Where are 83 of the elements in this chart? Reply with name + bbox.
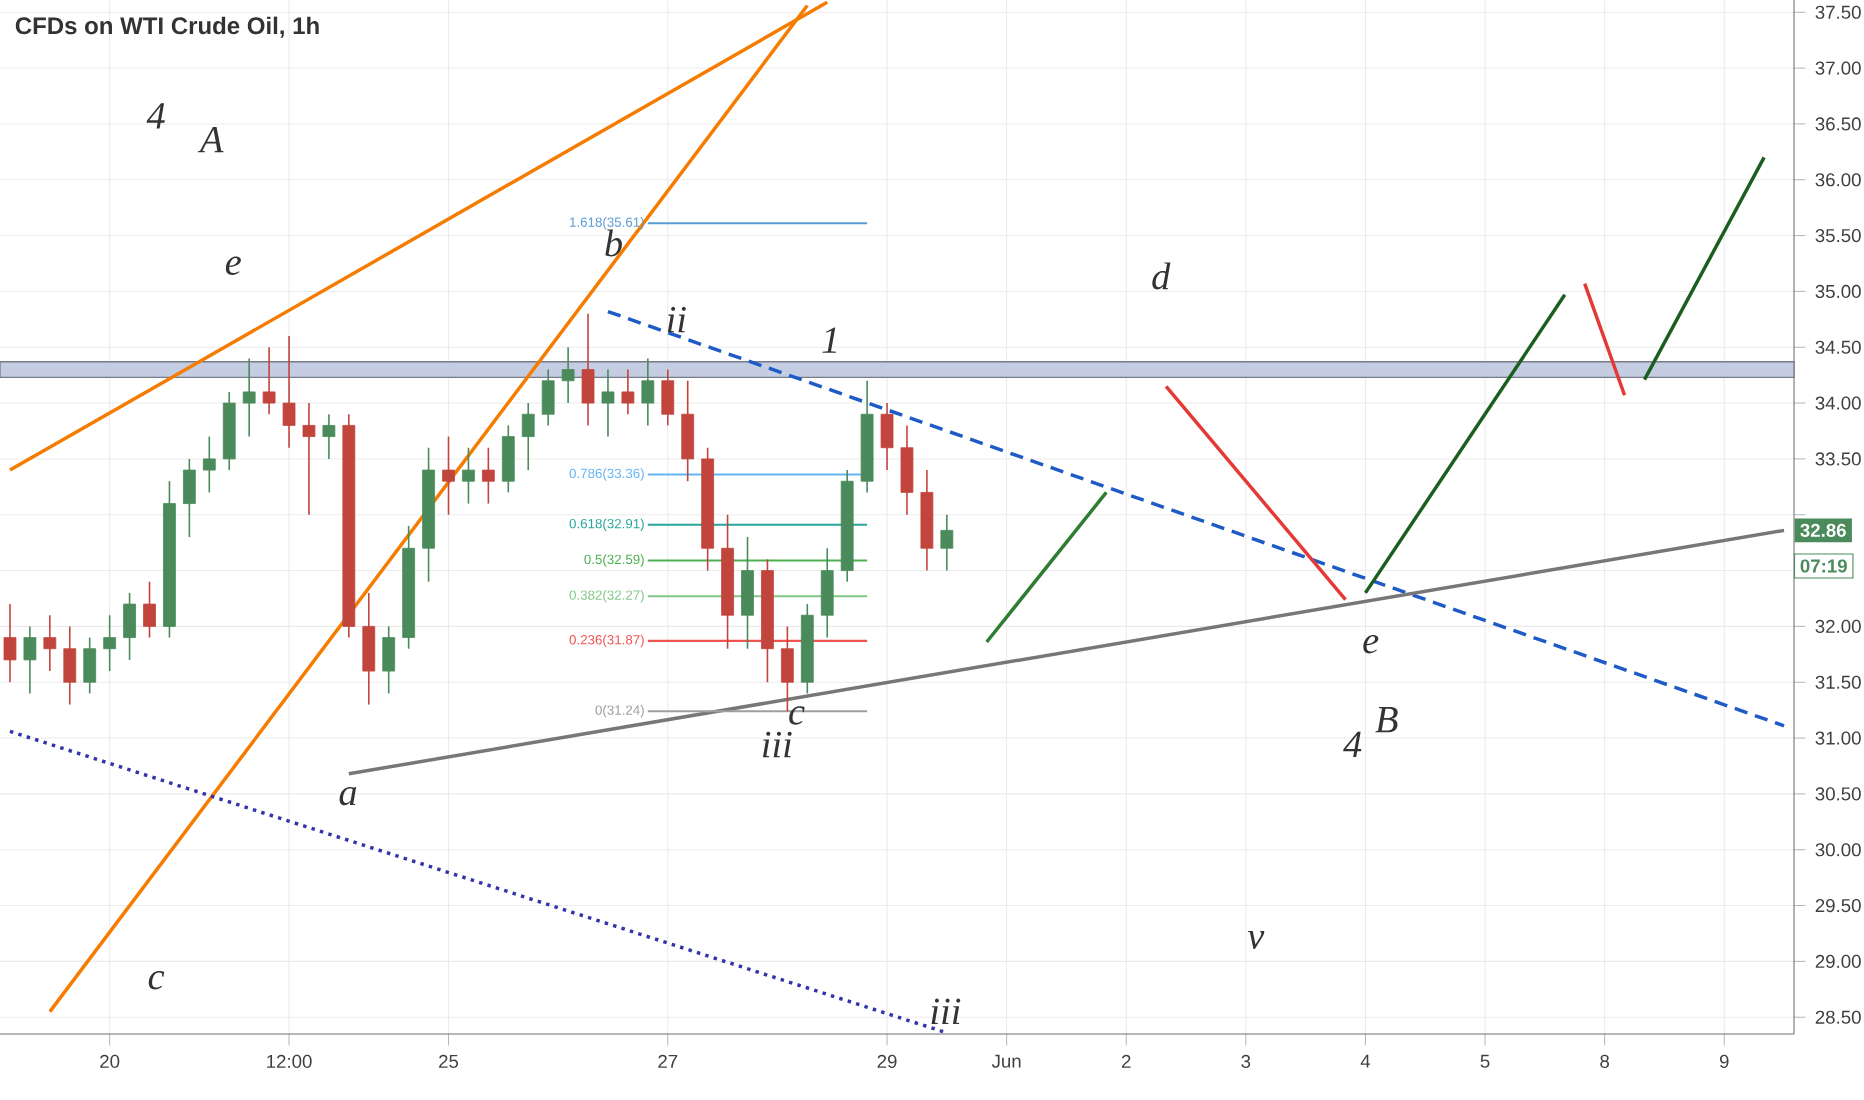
candlestick (282, 335, 296, 449)
y-tick-label: 30.00 (1815, 843, 1861, 857)
candlestick (103, 614, 117, 672)
y-tick-label: 29.00 (1815, 954, 1861, 968)
candlestick (302, 402, 316, 516)
y-tick-label: 31.50 (1815, 675, 1861, 689)
annotation: c (789, 706, 805, 725)
text: 07:19 (1800, 559, 1847, 573)
annotation: iii (931, 998, 961, 1024)
x-tick-label: 20 (100, 1054, 120, 1068)
candlestick (820, 547, 834, 639)
candlestick (3, 603, 17, 684)
candlestick (541, 368, 555, 427)
candlestick (601, 368, 615, 438)
candlestick (123, 592, 136, 661)
candlestick (621, 368, 635, 416)
y-tick-label: 32.00 (1815, 619, 1861, 633)
x-tick-label: 3 (1241, 1054, 1251, 1068)
candlestick (501, 424, 515, 494)
x-tick-label: 27 (658, 1054, 678, 1068)
y-tick-label: 28.50 (1815, 1010, 1861, 1024)
candlestick (362, 592, 376, 706)
text: CFDs on WTI Crude Oil, 1h (15, 16, 319, 38)
annotation: A (197, 126, 224, 153)
y-tick-label: 35.00 (1815, 284, 1861, 299)
annotation: v (1247, 930, 1265, 949)
candlestick (143, 580, 156, 639)
annotation: 4 (146, 103, 165, 129)
y-tick-label: 30.50 (1815, 787, 1861, 801)
y-tick-label: 36.50 (1815, 117, 1861, 131)
y-tick-label: 35.50 (1815, 229, 1861, 243)
x-tick-label: 12:00 (267, 1054, 312, 1068)
x-tick-label: 25 (439, 1054, 459, 1068)
annotation: 4 (1343, 731, 1362, 758)
annotation: d (1152, 262, 1171, 290)
candlestick (482, 446, 495, 505)
annotation: b (605, 229, 622, 257)
candlestick (242, 357, 256, 438)
y-tick-label: 34.00 (1815, 396, 1861, 410)
y-tick-label: 37.50 (1815, 5, 1861, 19)
candlestick (83, 636, 97, 695)
x-tick-label: 2 (1121, 1054, 1131, 1068)
x-tick-label: 4 (1360, 1054, 1371, 1068)
candlestick (641, 357, 655, 427)
x-tick-label: 5 (1480, 1054, 1490, 1068)
candlestick (940, 513, 954, 572)
annotation: a (339, 786, 357, 806)
annotation: B (1375, 707, 1398, 733)
candlestick (43, 614, 57, 672)
annotation: 32.86 (1800, 523, 1846, 537)
candlestick (880, 402, 894, 471)
candlestick (561, 346, 575, 404)
candlestick (661, 368, 675, 427)
y-tick-label: 37.00 (1815, 61, 1861, 75)
candlestick (741, 536, 754, 650)
candlestick (521, 402, 535, 471)
candlestick (63, 625, 77, 706)
y-tick-label: 31.00 (1815, 731, 1861, 745)
y-tick-label: 34.50 (1815, 340, 1861, 354)
annotation: e (1363, 634, 1379, 654)
annotation: e (225, 256, 241, 275)
candlestick (183, 458, 196, 538)
candlestick (23, 625, 37, 695)
x-tick-label: 29 (877, 1054, 897, 1068)
candlestick (462, 446, 475, 505)
y-tick-label: 36.00 (1815, 173, 1861, 187)
candlestick (900, 424, 914, 516)
x-tick-label: 9 (1719, 1054, 1729, 1068)
x-tick-label: 8 (1600, 1054, 1610, 1068)
candlestick (202, 435, 216, 494)
candlestick (442, 435, 455, 516)
candlestick (262, 346, 276, 416)
y-tick-label: 33.50 (1815, 452, 1861, 466)
x-tick-label: Jun (991, 1054, 1021, 1068)
annotation: iii (762, 731, 792, 758)
candlestick (322, 413, 336, 460)
candlestick (382, 625, 396, 695)
annotation: 1 (822, 327, 837, 353)
annotation: c (148, 970, 165, 990)
y-tick-label: 29.50 (1815, 898, 1861, 913)
candlestick (681, 379, 695, 483)
candlestick (581, 312, 595, 427)
annotation: ii (667, 306, 686, 333)
